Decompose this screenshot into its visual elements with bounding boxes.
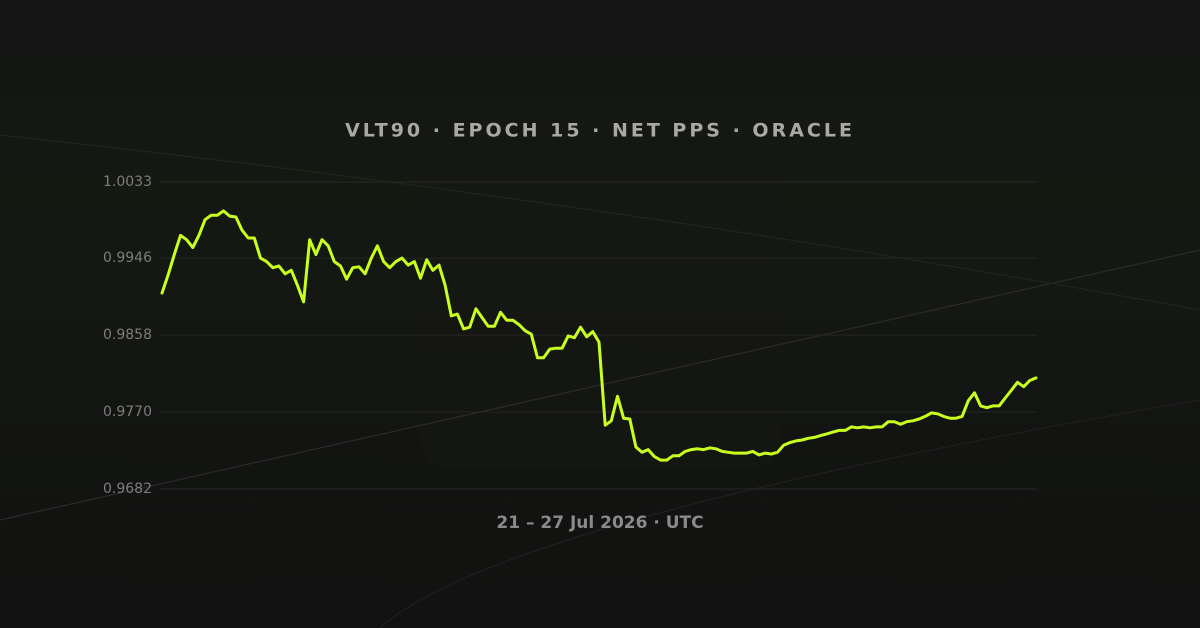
decor-line: [379, 399, 1200, 628]
y-tick-label: 0.9682: [103, 481, 152, 497]
y-tick-label: 0.9858: [103, 327, 152, 343]
chart-title: VLT90 · EPOCH 15 · NET PPS · ORACLE: [345, 120, 855, 142]
decor-line: [0, 134, 1200, 311]
price-line: [160, 209, 1038, 462]
y-tick-label: 0.9946: [103, 250, 152, 266]
decor-line: [0, 249, 1200, 521]
x-axis-label: 21 – 27 Jul 2026 · UTC: [496, 513, 703, 533]
y-tick-label: 1.0033: [103, 174, 152, 190]
logo-watermark: [420, 150, 780, 470]
y-tick-label: 0.9770: [103, 404, 152, 420]
